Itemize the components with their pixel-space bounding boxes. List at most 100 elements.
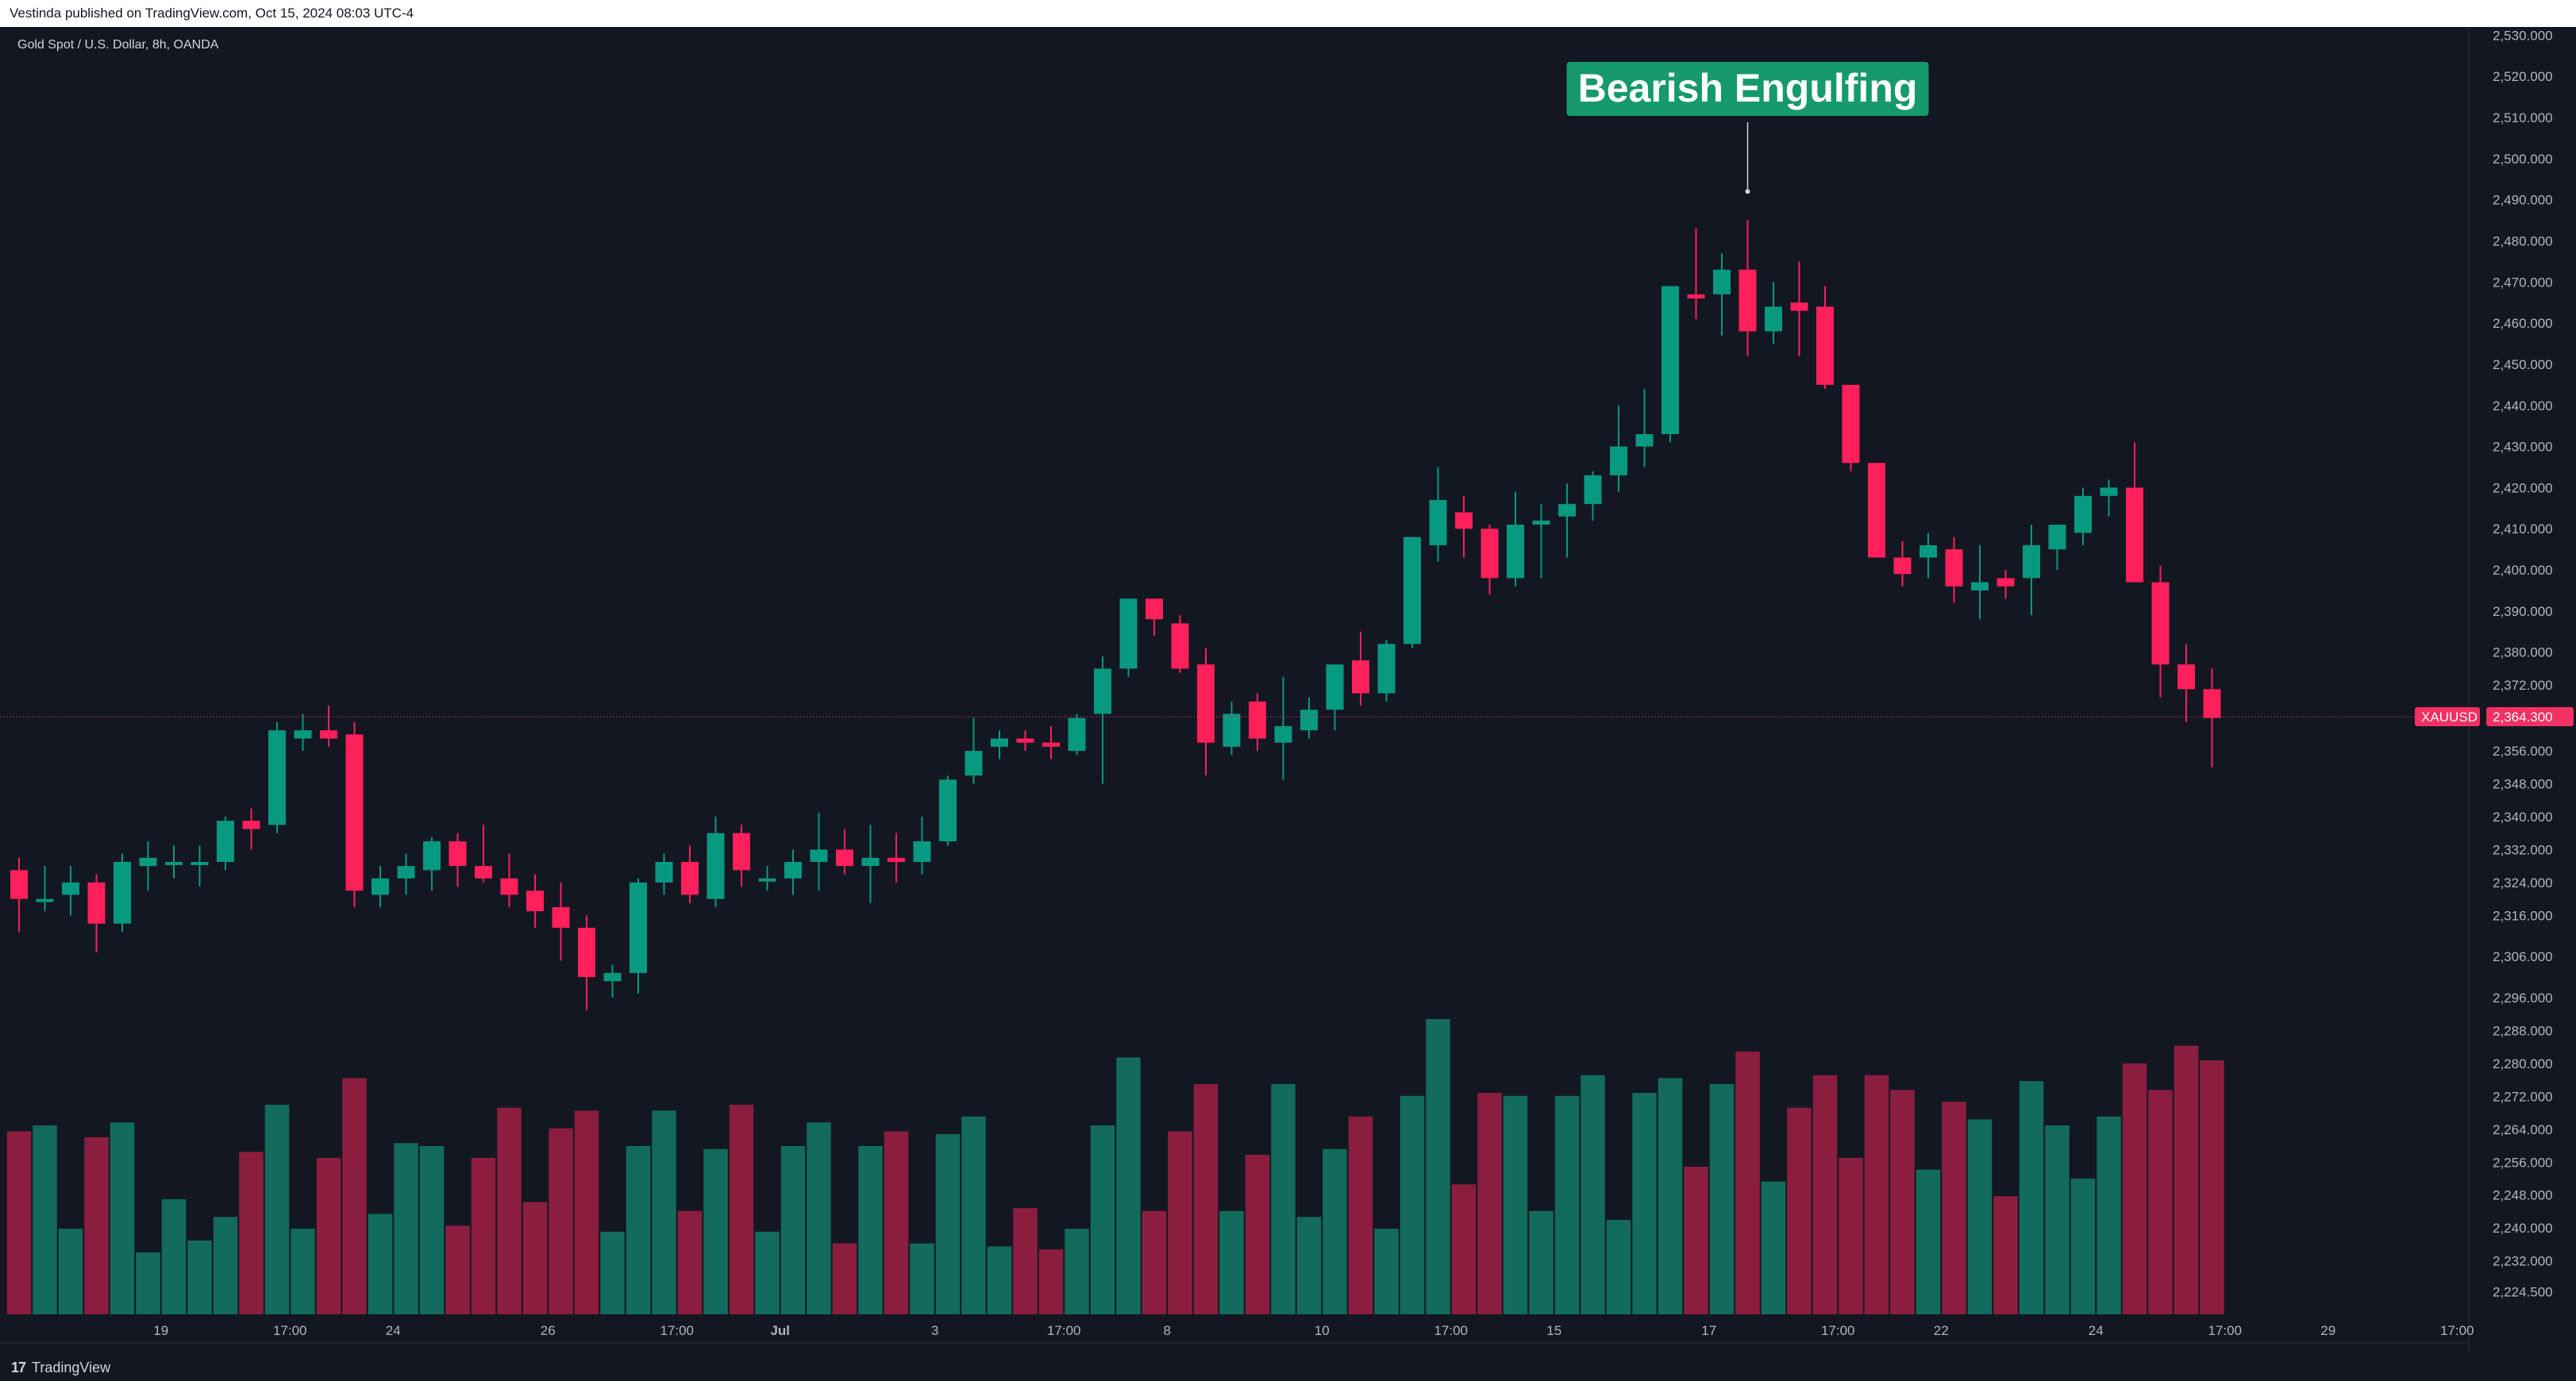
candle-body [1893,557,1912,575]
candle-body [1687,294,1705,299]
candle [526,874,544,928]
price-tick-label: 2,380.000 [2493,645,2553,660]
candle [1713,253,1731,336]
annotation-box[interactable] [1566,62,1929,116]
candle [1119,598,1138,677]
price-tick-label: 2,332.000 [2493,842,2553,857]
candle-body [449,841,467,867]
price-tick-label: 2,348.000 [2493,777,2553,792]
candle [1300,697,1318,739]
time-tick-label: 17:00 [660,1323,694,1338]
volume-bar [1606,1219,1631,1314]
candle [2203,668,2221,767]
candle [165,845,183,879]
volume-bar [1038,1249,1064,1314]
candle-body [87,882,106,924]
volume-bar [1812,1075,1838,1314]
symbol-label: XAUUSD [2421,710,2478,725]
candle [2177,644,2195,722]
candle-body [810,849,828,862]
candle-body [294,730,312,739]
volume-bar [910,1243,934,1314]
volume-bar [1890,1090,1915,1314]
price-tick-label: 2,410.000 [2493,521,2553,537]
price-tick-label: 2,264.000 [2493,1122,2553,1137]
volume-bar [33,1125,57,1314]
chart-area[interactable]: 2,224.500 2,232.000 2,240.000 2,248.000 2,25… [0,27,2576,1354]
price-tick-label: 2,430.000 [2493,440,2553,455]
candle-body [242,821,260,829]
candle-body [2203,689,2221,718]
volume-bar [1451,1184,1477,1314]
candle-body [62,882,79,895]
price-tick-label: 2,296.000 [2493,991,2553,1006]
candle-body [784,861,802,879]
candle [268,721,286,833]
volume-bar [368,1214,393,1314]
candle [655,853,673,895]
candle-body [939,779,957,842]
candle [36,866,54,912]
candle [62,866,79,916]
candle-body [888,857,905,862]
time-tick-label: 24 [386,1323,401,1338]
candle-body [2151,582,2170,665]
candle-body [1429,499,1447,545]
volume-bar [1632,1093,1657,1314]
published-header: Vestinda published on TradingView.com, O… [0,0,2576,27]
candle-body [1249,701,1266,739]
volume-bar [832,1243,857,1314]
price-tick-label: 2,280.000 [2493,1056,2553,1071]
time-tick-label: 17:00 [1047,1323,1081,1338]
volume-bar [239,1152,264,1314]
candlestick-chart[interactable]: 2,224.500 2,232.000 2,240.000 2,248.000 2,25… [0,27,2576,1354]
candle [681,845,699,903]
volume-bar [574,1110,599,1314]
volume-bar [110,1122,135,1314]
candle-body [423,841,441,871]
time-tick-label: 24 [2089,1323,2104,1338]
price-tick-label: 2,520.000 [2493,69,2553,84]
candle [139,841,157,891]
volume-bar [1065,1229,1089,1314]
price-tick-label: 2,490.000 [2493,193,2553,208]
candle [1481,525,1499,595]
candle [2023,525,2040,616]
candle [1404,537,1421,648]
candle [1971,544,1989,620]
candle [965,717,983,784]
candle-body [1868,463,1885,558]
volume-bar [136,1252,160,1314]
candle [1790,261,1808,356]
candle-body [36,898,54,902]
candle-body [1146,598,1163,620]
candle-body [1765,306,1782,332]
candle-body [1068,717,1086,752]
time-tick-label: 3 [931,1323,938,1338]
time-axis[interactable]: 19 17:00 24 26 17:00 Jul 3 17:00 8 10 17:00 15 17 17:… [153,1323,2474,1338]
volume-bar [755,1231,780,1314]
candle [1068,714,1086,756]
candle [500,853,518,907]
candle-body [1274,725,1292,743]
volume-bar [2045,1125,2070,1314]
candle [449,833,467,887]
time-tick-label: 22 [1934,1323,1949,1338]
volume-bar [1503,1095,1528,1314]
volume-bar [1993,1196,2018,1314]
candle [1455,495,1473,558]
candle-body [758,878,776,882]
candle [2100,479,2118,517]
candle [1146,598,1163,636]
price-tick-label: 2,232.000 [2493,1254,2553,1269]
price-tick-label: 2,390.000 [2493,604,2553,619]
candle-body [217,821,234,862]
annotation[interactable]: Bearish Engulfing [1566,62,1929,194]
price-tick-label: 2,460.000 [2493,316,2553,331]
candle-body [345,734,364,891]
candle-body [578,927,595,978]
candle [2151,565,2170,698]
price-axis[interactable]: 2,224.500 2,232.000 2,240.000 2,248.000 2,25… [2493,28,2553,1299]
candle-body [1507,525,1524,579]
candle-body [1016,738,1034,743]
